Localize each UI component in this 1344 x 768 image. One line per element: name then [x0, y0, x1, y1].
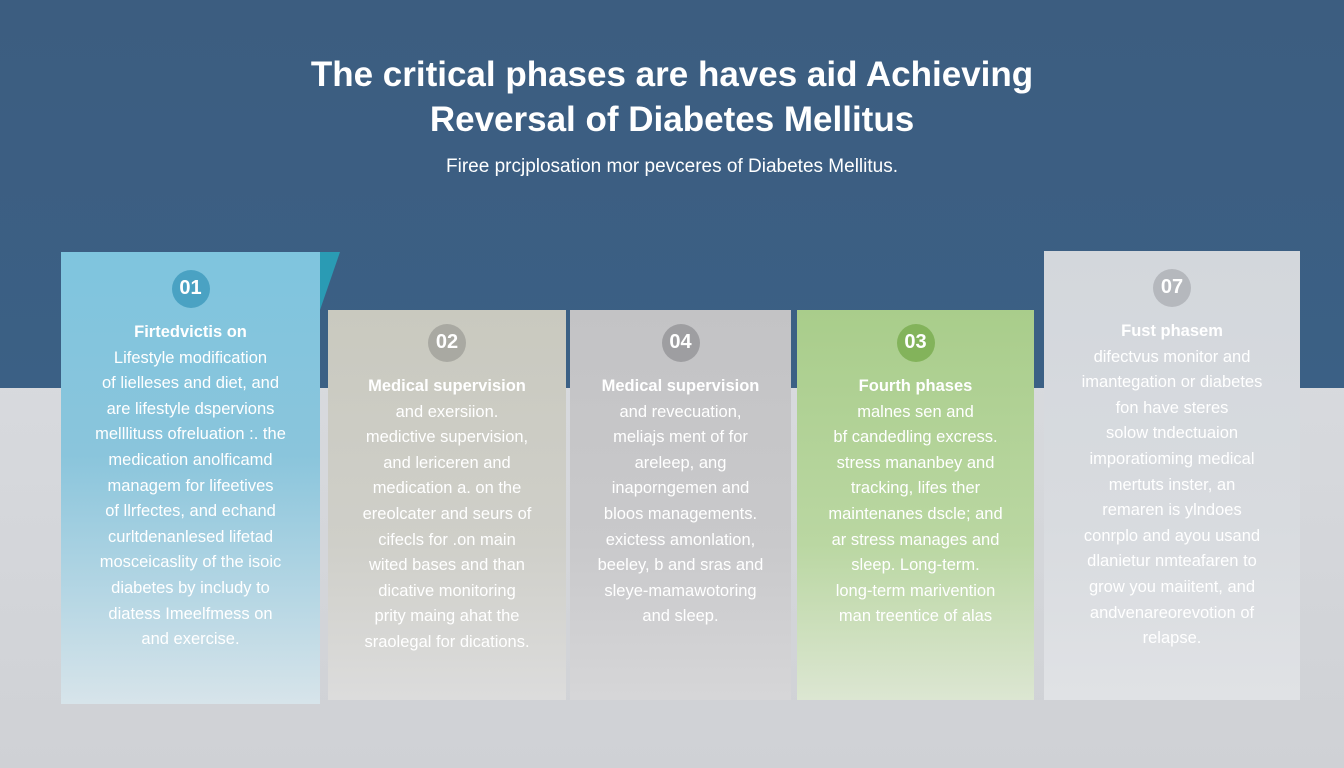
description-line: inaporngemen and [611, 479, 750, 498]
phase-number-badge: 07 [1153, 269, 1191, 307]
description-line: meliajs ment of for [613, 428, 748, 447]
description-line: fon have steres [1115, 398, 1229, 417]
description-line: diabetes by includy to [111, 578, 270, 597]
description-line: imantegation or diabetes [1081, 373, 1263, 392]
description-line: man treentice of alas [838, 607, 993, 626]
phase-card-03: 03 Fourth phases malnes sen and bf candedl… [797, 310, 1034, 700]
description-line: bloos managements. [603, 504, 758, 523]
description-line: prity maing ahat the [374, 607, 520, 626]
phase-card-02: 02 Medical supervision and exersiion. medi… [328, 310, 566, 700]
description-line: medication a. on the [372, 479, 522, 498]
phase-card-01: 01 Firtedvictis on Lifestyle modification… [61, 252, 320, 704]
description-line: remaren is ylndoes [1102, 501, 1242, 520]
description-line: ar stress manages and [831, 530, 1000, 549]
description-line: bf candedling excress. [833, 428, 998, 447]
description-line: maintenanes dscle; and [828, 504, 1003, 523]
title-line-2: Reversal of Diabetes Mellitus [429, 100, 915, 139]
description-line: dlanietur nmteafaren to [1087, 552, 1257, 571]
description-line: relapse. [1142, 629, 1202, 648]
description-line: diatess Imeelfmess on [108, 604, 273, 623]
description-line: solow tndectuaion [1105, 424, 1239, 443]
phase-number-badge: 04 [661, 324, 700, 362]
description-line: stress mananbey and [836, 453, 995, 472]
description-line: difectvus monitor and [1093, 347, 1251, 366]
description-line: medictive supervision, [365, 428, 529, 447]
description-line: Medical supervision [368, 377, 526, 395]
description-line: are lifestyle dspervions [106, 399, 275, 418]
phase-card-07: 07 Fust phasem difectvus monitor and imant… [1044, 251, 1300, 700]
description-line: Fust phasem [1121, 322, 1223, 340]
description-line: andvenareorevotion of [1089, 603, 1255, 622]
description-line: Fourth phases [858, 377, 973, 395]
description-line: tracking, lifes ther [850, 479, 981, 498]
description-line: conrplo and ayou usand [1083, 526, 1261, 545]
accent-triangle [320, 252, 340, 310]
description-line: melllituss ofreluation :. the [95, 425, 286, 444]
description-line: imporatioming medical [1089, 449, 1255, 468]
description-line: of llrfectes, and echand [105, 502, 276, 521]
description-line: mosceicaslity of the isoic [99, 553, 282, 572]
description-line: sleep. Long-term. [851, 556, 980, 575]
phase-card-04: 04 Medical supervision and revecuation, me… [570, 310, 791, 700]
description-line: sraolegal for dications. [364, 632, 530, 651]
description-line: dicative monitoring [378, 581, 516, 600]
phase-description: Medical supervision and revecuation, melia… [570, 374, 791, 630]
phase-description: Firtedvictis on Lifestyle modification of … [61, 320, 320, 653]
phase-number-badge: 02 [428, 324, 466, 362]
description-line: malnes sen and [857, 402, 974, 421]
description-line: ereolcater and seurs of [362, 504, 532, 523]
phase-description: Fust phasem difectvus monitor and imantega… [1044, 319, 1300, 652]
description-line: curltdenanlesed lifetad [107, 527, 274, 546]
description-line: and sleep. [642, 607, 719, 626]
phase-description: Medical supervision and exersiion. medicti… [328, 374, 566, 656]
phase-description: Fourth phases malnes sen and bf candedling… [797, 374, 1034, 630]
description-line: areleep, ang [634, 453, 727, 472]
description-line: wited bases and than [369, 556, 525, 575]
description-line: and revecuation, [619, 402, 742, 421]
description-line: sleye-mamawotoring [604, 581, 757, 600]
description-line: Firtedvictis on [134, 323, 247, 341]
description-line: cifecls for .on main [378, 530, 516, 549]
phase-number-badge: 03 [896, 324, 935, 362]
description-line: managem for lifeetives [107, 476, 274, 495]
description-line: exictess amonlation, [605, 530, 756, 549]
description-line: and exersiion. [395, 402, 499, 421]
description-line: grow you maiitent, and [1088, 577, 1255, 596]
description-line: medication anolficamd [108, 450, 273, 469]
phase-number-badge: 01 [171, 270, 210, 308]
title-line-1: The critical phases are haves aid Achiev… [310, 55, 1034, 94]
page-title: The critical phases are haves aid Achiev… [0, 52, 1344, 142]
description-line: and exercise. [141, 630, 240, 649]
description-line: and lericeren and [383, 453, 511, 472]
description-line: long-term marivention [835, 581, 996, 600]
description-line: mertuts inster, an [1108, 475, 1236, 494]
description-line: beeley, b and sras and [597, 556, 764, 575]
description-line: of lielleses and diet, and [101, 374, 280, 393]
page-subtitle: Firee prcjplosation mor pevceres of Diab… [446, 156, 898, 177]
description-line: Medical supervision [601, 377, 760, 395]
description-line: Lifestyle modification [113, 348, 268, 367]
